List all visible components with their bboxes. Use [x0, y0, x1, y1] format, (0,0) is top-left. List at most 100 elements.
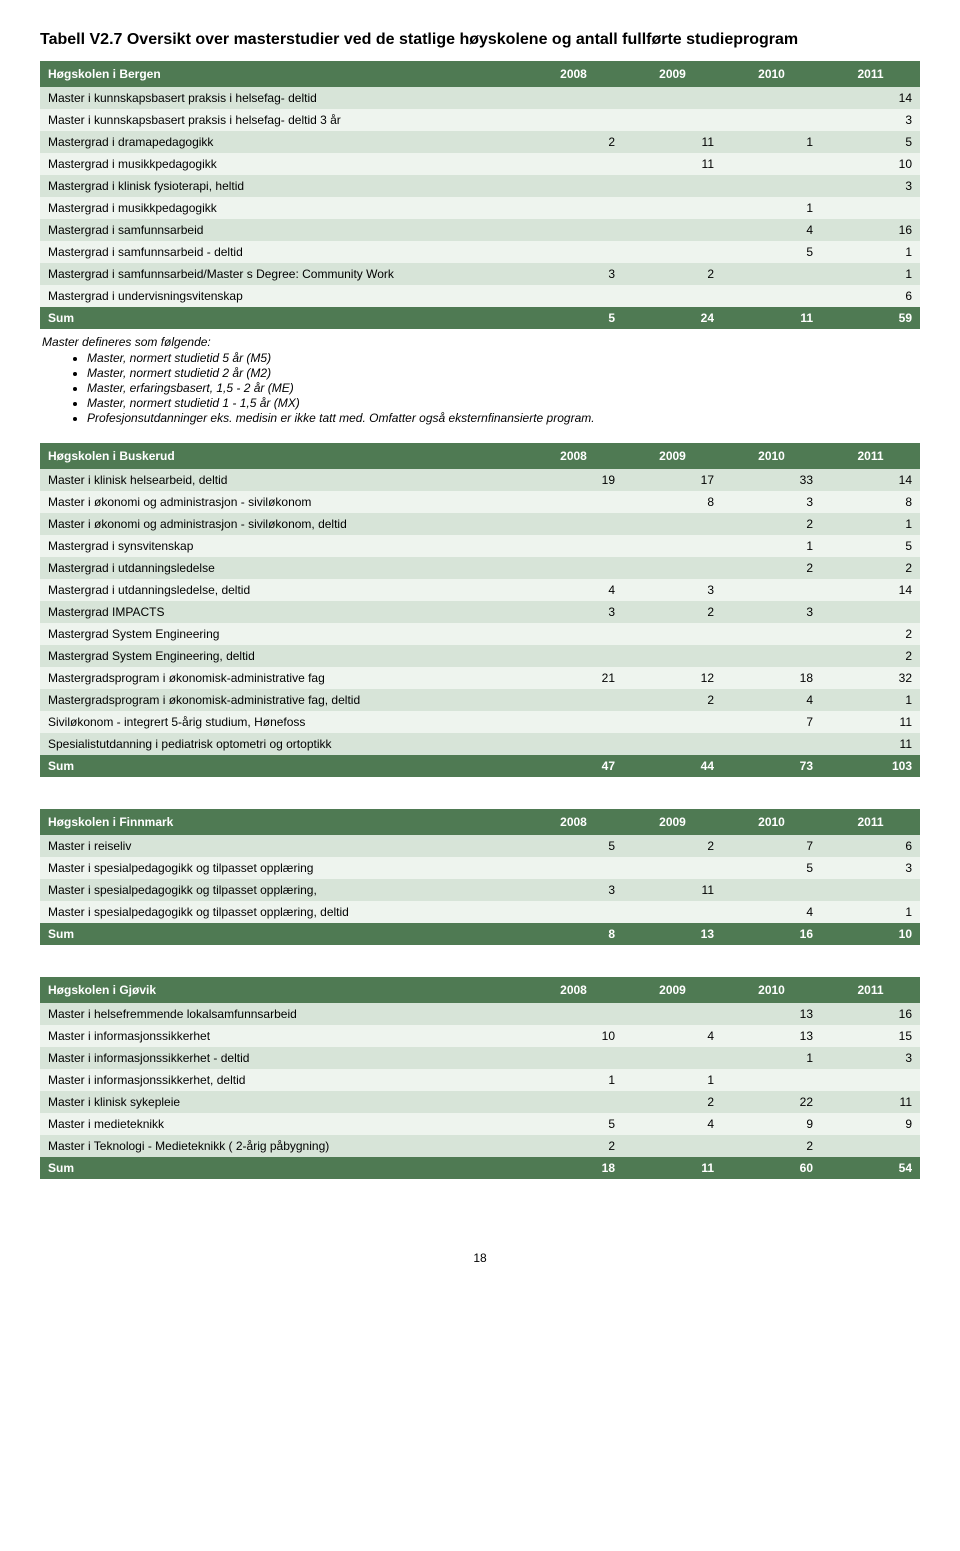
- cell-value: [623, 175, 722, 197]
- notes-block: Master defineres som følgende:Master, no…: [40, 335, 920, 425]
- cell-value: 11: [623, 131, 722, 153]
- cell-value: 5: [821, 131, 920, 153]
- sum-value: 11: [722, 307, 821, 329]
- cell-value: 2: [722, 513, 821, 535]
- cell-value: 3: [722, 601, 821, 623]
- col-header-year: 2009: [623, 443, 722, 469]
- cell-value: [623, 535, 722, 557]
- row-label: Mastergrad IMPACTS: [40, 601, 524, 623]
- sum-value: 24: [623, 307, 722, 329]
- col-header-year: 2008: [524, 809, 623, 835]
- cell-value: 11: [821, 733, 920, 755]
- cell-value: 4: [722, 901, 821, 923]
- cell-value: 11: [623, 153, 722, 175]
- table-row: Master i økonomi og administrasjon - siv…: [40, 513, 920, 535]
- col-header-year: 2010: [722, 61, 821, 87]
- sum-value: 47: [524, 755, 623, 777]
- sum-label: Sum: [40, 923, 524, 945]
- sum-value: 8: [524, 923, 623, 945]
- cell-value: [623, 87, 722, 109]
- table-row: Master i økonomi og administrasjon - siv…: [40, 491, 920, 513]
- table-sum-row: Sum474473103: [40, 755, 920, 777]
- cell-value: [623, 857, 722, 879]
- cell-value: [623, 1135, 722, 1157]
- table-row: Master i medieteknikk5499: [40, 1113, 920, 1135]
- row-label: Master i informasjonssikkerhet - deltid: [40, 1047, 524, 1069]
- cell-value: 1: [821, 263, 920, 285]
- cell-value: 2: [623, 835, 722, 857]
- cell-value: [623, 645, 722, 667]
- table-row: Spesialistutdanning i pediatrisk optomet…: [40, 733, 920, 755]
- cell-value: [623, 219, 722, 241]
- cell-value: 3: [821, 109, 920, 131]
- cell-value: 7: [722, 711, 821, 733]
- cell-value: 4: [524, 579, 623, 601]
- cell-value: 4: [722, 689, 821, 711]
- table-row: Mastergrad i klinisk fysioterapi, heltid…: [40, 175, 920, 197]
- cell-value: 3: [524, 263, 623, 285]
- cell-value: 4: [722, 219, 821, 241]
- cell-value: [524, 513, 623, 535]
- cell-value: 3: [623, 579, 722, 601]
- cell-value: [722, 579, 821, 601]
- cell-value: 1: [821, 901, 920, 923]
- cell-value: [524, 557, 623, 579]
- cell-value: 11: [821, 711, 920, 733]
- page-number: 18: [40, 1251, 920, 1265]
- cell-value: 9: [821, 1113, 920, 1135]
- table-row: Mastergrad i samfunnsarbeid/Master s Deg…: [40, 263, 920, 285]
- cell-value: 2: [821, 557, 920, 579]
- cell-value: 22: [722, 1091, 821, 1113]
- col-header-year: 2011: [821, 443, 920, 469]
- cell-value: [623, 1047, 722, 1069]
- cell-value: [623, 901, 722, 923]
- cell-value: 1: [722, 535, 821, 557]
- cell-value: 2: [623, 601, 722, 623]
- cell-value: 8: [821, 491, 920, 513]
- cell-value: [524, 241, 623, 263]
- sum-value: 103: [821, 755, 920, 777]
- table-row: Master i klinisk sykepleie22211: [40, 1091, 920, 1113]
- notes-item: Master, erfaringsbasert, 1,5 - 2 år (ME): [87, 381, 920, 395]
- cell-value: [623, 197, 722, 219]
- cell-value: [524, 711, 623, 733]
- cell-value: 3: [821, 857, 920, 879]
- cell-value: 6: [821, 285, 920, 307]
- cell-value: [524, 153, 623, 175]
- row-label: Master i helsefremmende lokalsamfunnsarb…: [40, 1003, 524, 1025]
- cell-value: [524, 1003, 623, 1025]
- table-row: Mastergrad i synsvitenskap15: [40, 535, 920, 557]
- cell-value: 3: [821, 1047, 920, 1069]
- cell-value: [722, 879, 821, 901]
- cell-value: [623, 109, 722, 131]
- row-label: Mastergrad System Engineering: [40, 623, 524, 645]
- row-label: Master i klinisk helsearbeid, deltid: [40, 469, 524, 491]
- row-label: Mastergrad i samfunnsarbeid/Master s Deg…: [40, 263, 524, 285]
- table-row: Master i kunnskapsbasert praksis i helse…: [40, 87, 920, 109]
- sum-value: 18: [524, 1157, 623, 1179]
- table-row: Mastergrad i dramapedagogikk21115: [40, 131, 920, 153]
- cell-value: [722, 263, 821, 285]
- col-header-year: 2011: [821, 977, 920, 1003]
- row-label: Master i Teknologi - Medieteknikk ( 2-år…: [40, 1135, 524, 1157]
- row-label: Master i kunnskapsbasert praksis i helse…: [40, 87, 524, 109]
- cell-value: 1: [821, 513, 920, 535]
- row-label: Mastergrad i samfunnsarbeid: [40, 219, 524, 241]
- col-header-year: 2011: [821, 61, 920, 87]
- row-label: Master i informasjonssikkerhet, deltid: [40, 1069, 524, 1091]
- table-row: Master i spesialpedagogikk og tilpasset …: [40, 857, 920, 879]
- row-label: Master i spesialpedagogikk og tilpasset …: [40, 901, 524, 923]
- col-header-school: Høgskolen i Bergen: [40, 61, 524, 87]
- row-label: Mastergradsprogram i økonomisk-administr…: [40, 667, 524, 689]
- col-header-year: 2010: [722, 977, 821, 1003]
- col-header-year: 2009: [623, 977, 722, 1003]
- cell-value: 4: [623, 1025, 722, 1047]
- table-row: Mastergrad i samfunnsarbeid416: [40, 219, 920, 241]
- row-label: Master i økonomi og administrasjon - siv…: [40, 513, 524, 535]
- cell-value: [722, 285, 821, 307]
- data-table: Høgskolen i Bergen2008200920102011Master…: [40, 61, 920, 329]
- sum-value: 59: [821, 307, 920, 329]
- sum-value: 44: [623, 755, 722, 777]
- cell-value: 15: [821, 1025, 920, 1047]
- table-row: Master i informasjonssikkerhet - deltid1…: [40, 1047, 920, 1069]
